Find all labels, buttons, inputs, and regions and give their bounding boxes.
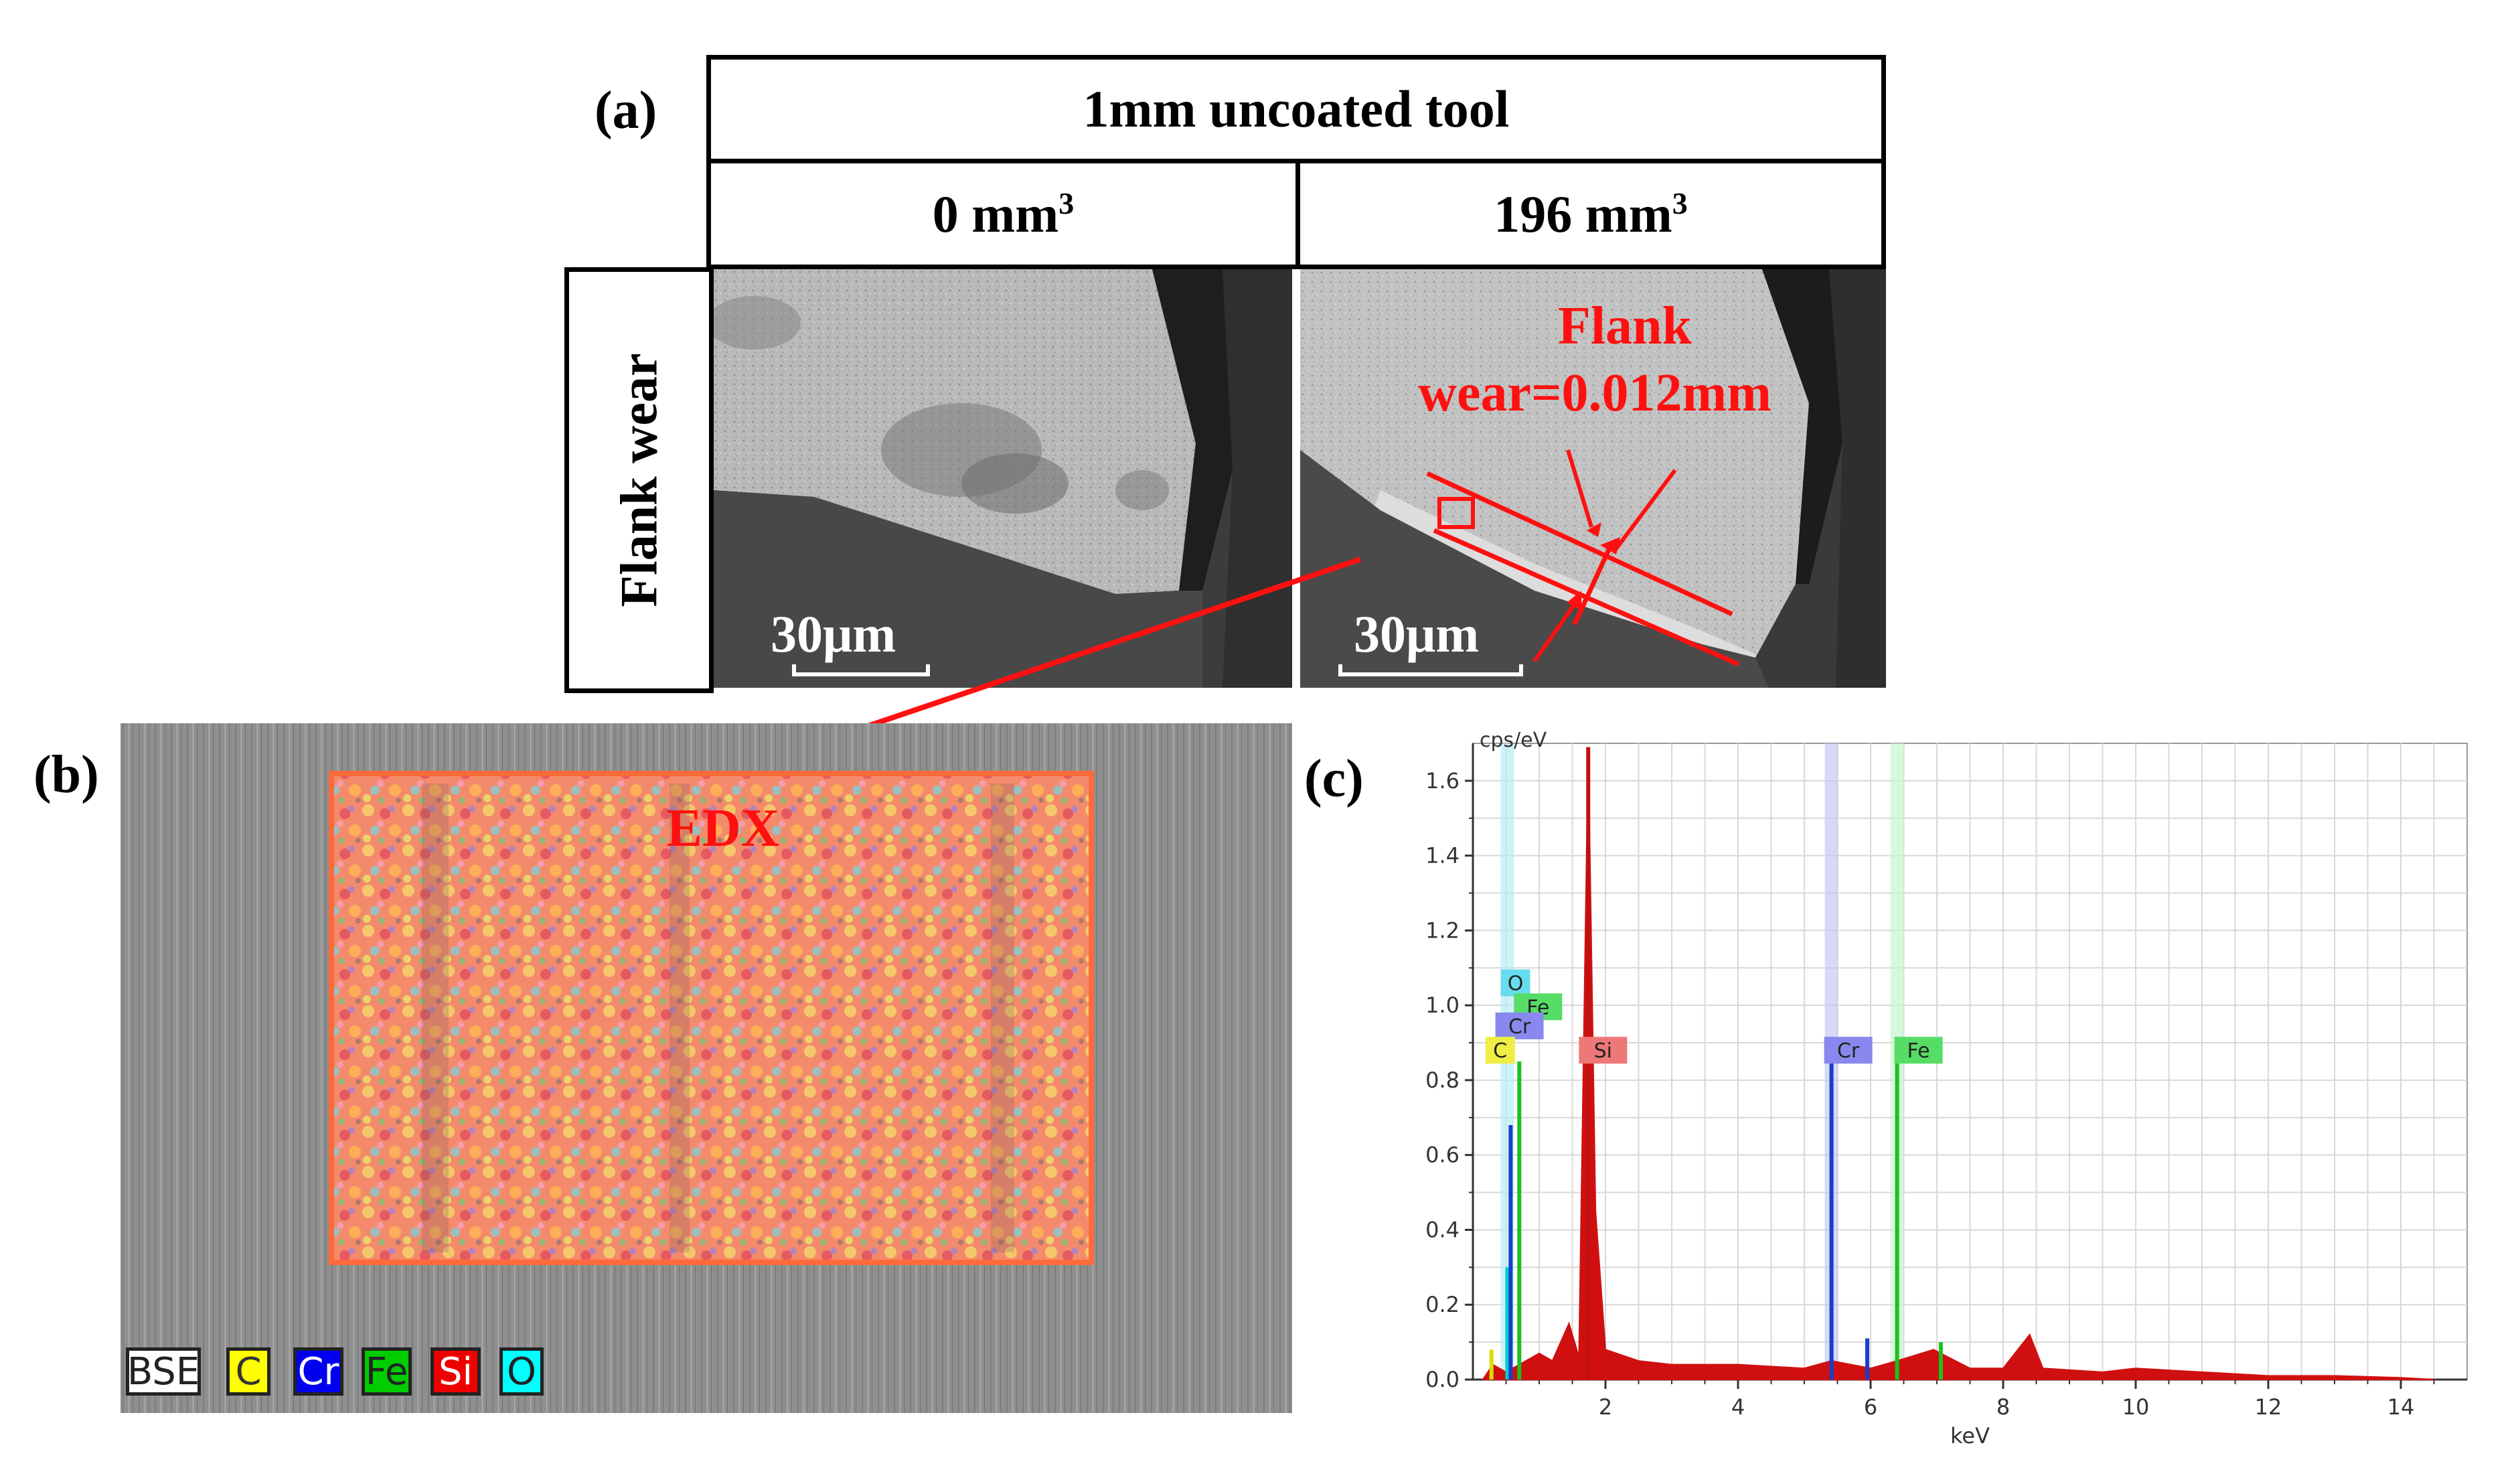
peak-label-text: Fe <box>1907 1039 1930 1063</box>
volume-0-text: 0 mm3 <box>932 184 1075 243</box>
x-tick-label: 8 <box>1996 1394 2010 1420</box>
y-tick-label: 1.4 <box>1425 843 1460 869</box>
flank-wear-measure-line <box>1572 542 1614 625</box>
edx-map-svg <box>121 723 1292 1413</box>
flank-wear-label-line1: Flank <box>1557 297 1692 356</box>
y-tick-label: 0.0 <box>1425 1367 1460 1392</box>
y-tick-label: 0.6 <box>1425 1142 1460 1168</box>
edx-label: EDX <box>666 799 780 858</box>
x-tick-label: 4 <box>1731 1394 1745 1420</box>
y-tick-label: 1.0 <box>1425 992 1460 1018</box>
peak-label-text: O <box>1508 972 1524 996</box>
peak-label-text: Si <box>1594 1039 1612 1063</box>
x-tick-label: 12 <box>2255 1394 2282 1420</box>
panel-label-c: (c) <box>1304 749 1364 808</box>
sem-left-svg <box>714 269 1292 688</box>
edx-region-marker <box>1437 497 1475 529</box>
volume-196-text: 196 mm3 <box>1494 184 1688 243</box>
table-row-label-cell: Flank wear <box>564 267 714 693</box>
scale-bar-right-text: 30μm <box>1354 605 1480 663</box>
x-tick-label: 2 <box>1599 1394 1612 1420</box>
y-tick-label: 0.8 <box>1425 1067 1460 1093</box>
table-header-text: 1mm uncoated tool <box>1083 80 1510 138</box>
flank-wear-label-line2: wear=0.012mm <box>1418 364 1771 423</box>
legend-o: O <box>499 1347 544 1396</box>
sem-right-svg <box>1300 269 1886 688</box>
peak-label-box <box>1485 1037 1515 1064</box>
peak-label-box <box>1824 1037 1873 1064</box>
legend-bse: BSE <box>126 1347 201 1396</box>
scale-bar-left-text: 30μm <box>771 605 896 663</box>
legend-cr: Cr <box>293 1347 343 1396</box>
legend-si: Si <box>430 1347 481 1396</box>
edx-spectrum-chart: 0.0 0.2 0.4 0.6 0.8 1.0 1.2 1.4 1.6 2 4 6 8 10 12 14 cps… <box>1425 729 2468 1449</box>
x-axis-label: keV <box>1950 1423 1990 1449</box>
peak-label-text: Cr <box>1837 1039 1860 1063</box>
x-tick-label: 14 <box>2387 1394 2415 1420</box>
legend-fe: Fe <box>362 1347 412 1396</box>
y-axis-label: cps/eV <box>1480 729 1547 752</box>
table-volume-0-cell: 0 mm3 <box>706 159 1300 269</box>
flank-wear-upper-line <box>1426 471 1733 617</box>
panel-label-a: (a) <box>595 81 657 140</box>
table-volume-196-cell: 196 mm3 <box>1295 159 1886 269</box>
y-tick-label: 1.6 <box>1425 768 1460 794</box>
y-tick-label: 0.2 <box>1425 1292 1460 1317</box>
sem-image-0mm3: 30μm <box>714 269 1292 688</box>
peak-label-text: C <box>1493 1039 1507 1063</box>
sem-image-196mm3: 30μm Flank wear=0.012mm <box>1300 269 1886 688</box>
y-tick-label: 1.2 <box>1425 917 1460 943</box>
edx-map: EDX <box>121 723 1292 1413</box>
legend-c: C <box>226 1347 270 1396</box>
peak-label-box <box>1500 969 1530 996</box>
peak-label-box <box>1495 1012 1544 1039</box>
y-tick-label: 0.4 <box>1425 1217 1460 1242</box>
panel-label-b: (b) <box>33 745 99 804</box>
peak-label-box <box>1894 1037 1943 1064</box>
x-tick-label: 10 <box>2122 1394 2150 1420</box>
x-tick-label: 6 <box>1864 1394 1877 1420</box>
peak-label-box <box>1579 1037 1628 1064</box>
peak-label-text: Cr <box>1508 1015 1531 1039</box>
